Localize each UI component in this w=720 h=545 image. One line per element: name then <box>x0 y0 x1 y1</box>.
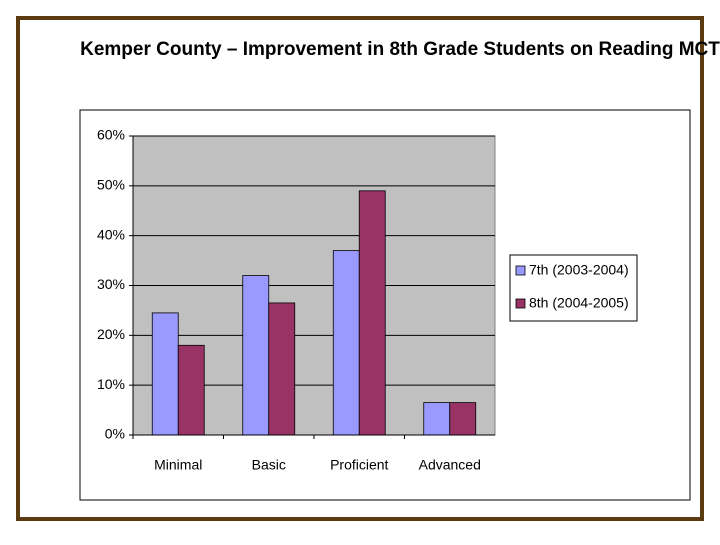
bar <box>332 250 360 436</box>
bar <box>151 312 179 436</box>
legend-box <box>509 254 638 322</box>
x-tick-label: Proficient <box>330 457 388 473</box>
y-tick-label: 20% <box>97 326 125 342</box>
bar <box>449 402 477 436</box>
y-tick-label: 10% <box>97 376 125 392</box>
legend-swatch <box>515 298 526 309</box>
x-tick-label: Basic <box>252 457 286 473</box>
y-tick-label: 50% <box>97 177 125 193</box>
x-tick-label: Advanced <box>419 457 481 473</box>
bar <box>177 344 205 436</box>
bar <box>268 302 296 436</box>
legend-label: 7th (2003-2004) <box>529 262 629 278</box>
y-tick-label: 0% <box>105 426 125 442</box>
bar <box>423 402 451 436</box>
y-tick-label: 40% <box>97 226 125 242</box>
chart-title: Kemper County – Improvement in 8th Grade… <box>80 39 720 60</box>
y-tick-label: 30% <box>97 276 125 292</box>
legend-swatch <box>515 265 526 276</box>
y-tick-label: 60% <box>97 127 125 143</box>
bar <box>242 275 270 436</box>
x-tick-label: Minimal <box>154 457 202 473</box>
bar <box>358 190 386 436</box>
legend-label: 8th (2004-2005) <box>529 295 629 311</box>
